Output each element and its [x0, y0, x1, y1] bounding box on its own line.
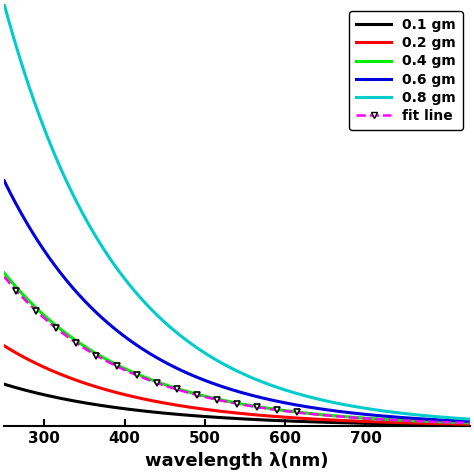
- X-axis label: wavelength λ(nm): wavelength λ(nm): [145, 452, 329, 470]
- Legend: 0.1 gm, 0.2 gm, 0.4 gm, 0.6 gm, 0.8 gm, fit line: 0.1 gm, 0.2 gm, 0.4 gm, 0.6 gm, 0.8 gm, …: [349, 11, 463, 130]
